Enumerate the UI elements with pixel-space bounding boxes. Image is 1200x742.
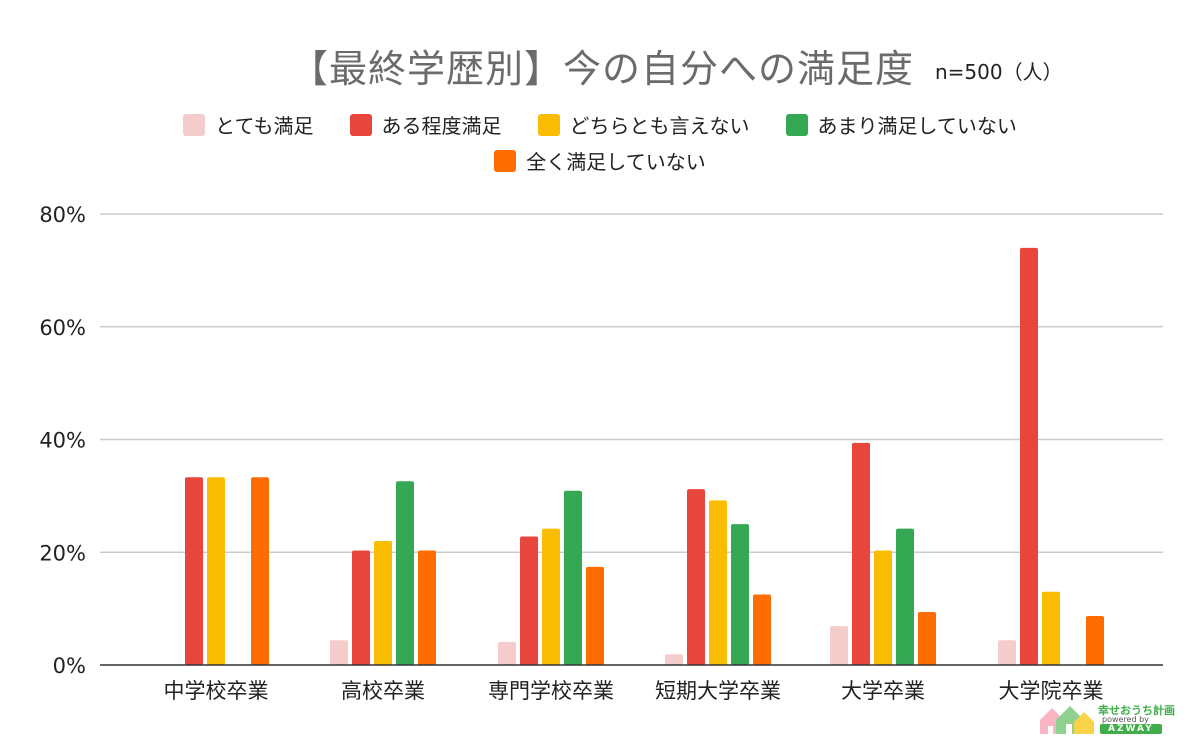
x-tick-label: 大学院卒業 bbox=[999, 679, 1104, 703]
bar bbox=[687, 489, 705, 665]
bar bbox=[396, 481, 414, 665]
legend-item-neutral: どちらとも言えない bbox=[537, 110, 750, 139]
logo-sub: powered by bbox=[1102, 715, 1149, 724]
legend-label: とても満足 bbox=[215, 114, 314, 138]
x-tick-label: 短期大学卒業 bbox=[655, 679, 781, 703]
bar bbox=[185, 477, 203, 665]
legend-item-somewhat-satisfied: ある程度満足 bbox=[349, 110, 502, 139]
y-tick-label: 20% bbox=[39, 541, 86, 565]
bar bbox=[520, 536, 538, 665]
bar bbox=[374, 540, 392, 665]
x-tick-label: 大学卒業 bbox=[841, 679, 925, 703]
bar bbox=[542, 528, 560, 665]
bar bbox=[874, 550, 892, 665]
y-tick-label: 80% bbox=[39, 203, 86, 227]
legend-swatch bbox=[537, 113, 560, 136]
bar bbox=[709, 500, 727, 665]
legend-row-1: とても満足 ある程度満足 どちらとも言えない あまり満足していない bbox=[0, 110, 1200, 139]
bar bbox=[586, 566, 604, 665]
x-tick-label: 専門学校卒業 bbox=[488, 679, 614, 703]
legend-label: ある程度満足 bbox=[381, 114, 502, 138]
y-tick-label: 60% bbox=[39, 316, 86, 340]
bar bbox=[896, 528, 914, 665]
legend-item-not-satisfied-at-all: 全く満足していない bbox=[494, 146, 706, 175]
legend-swatch bbox=[349, 113, 372, 136]
bar bbox=[418, 550, 436, 665]
legend-row-2: 全く満足していない bbox=[0, 146, 1200, 175]
y-tick-label: 40% bbox=[39, 429, 86, 453]
y-tick-label: 0% bbox=[53, 654, 86, 678]
bar bbox=[998, 640, 1016, 665]
legend-swatch bbox=[183, 113, 206, 136]
bar bbox=[1086, 615, 1104, 665]
bar bbox=[330, 640, 348, 665]
logo-brand: AZWAY bbox=[1100, 724, 1162, 734]
bar bbox=[498, 641, 516, 665]
legend-item-not-very-satisfied: あまり満足していない bbox=[785, 110, 1017, 139]
legend-label: あまり満足していない bbox=[817, 114, 1017, 138]
sample-size-note: n=500（人） bbox=[935, 60, 1063, 84]
bar bbox=[1042, 591, 1060, 665]
x-tick-label: 中学校卒業 bbox=[164, 679, 269, 703]
house-logo-icon bbox=[1040, 706, 1094, 734]
bar bbox=[352, 550, 370, 665]
bar bbox=[665, 654, 683, 665]
legend-label: 全く満足していない bbox=[526, 150, 706, 174]
legend-swatch bbox=[785, 113, 808, 136]
bar bbox=[852, 442, 870, 665]
brand-logo: 幸せおうち計画 powered by AZWAY bbox=[1036, 700, 1186, 736]
chart-title: 【最終学歴別】今の自分への満足度 bbox=[290, 47, 915, 91]
bar bbox=[207, 477, 225, 665]
bar bbox=[564, 490, 582, 665]
bar bbox=[753, 594, 771, 665]
legend-swatch bbox=[494, 149, 517, 172]
bar bbox=[1020, 247, 1038, 665]
bar bbox=[830, 626, 848, 665]
logo-name: 幸せおうち計画 bbox=[1098, 704, 1175, 717]
bar bbox=[731, 524, 749, 665]
x-tick-label: 高校卒業 bbox=[341, 679, 425, 703]
bar bbox=[251, 477, 269, 665]
legend-label: どちらとも言えない bbox=[569, 114, 750, 138]
legend-item-very-satisfied: とても満足 bbox=[183, 110, 314, 139]
bar bbox=[918, 612, 936, 665]
